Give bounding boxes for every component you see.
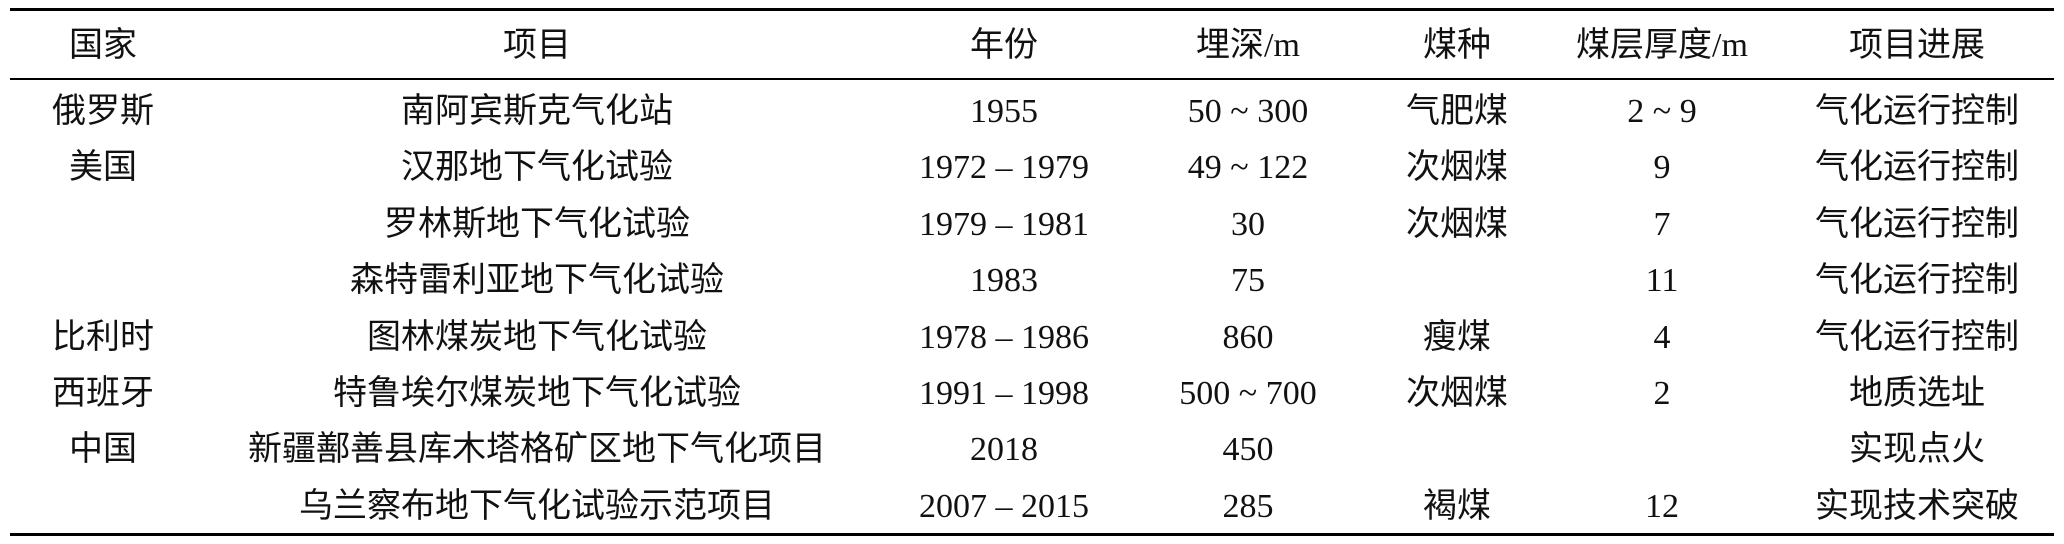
table-cell: 50 ~ 300 — [1187, 93, 1309, 130]
table-cell: 1991 – 1998 — [919, 375, 1089, 412]
table-cell: 75 — [1231, 262, 1265, 300]
table-cell: 西班牙 — [52, 375, 154, 412]
table-cell: 乌兰察布地下气化试验示范项目 — [299, 487, 775, 525]
table-cell: 森特雷利亚地下气化试验 — [350, 262, 724, 300]
header-cell: 年份 — [970, 27, 1038, 64]
table-cell: 12 — [1645, 487, 1679, 525]
table-cell: 11 — [1645, 262, 1679, 300]
header-cell: 埋深/m — [1196, 27, 1300, 64]
table-cell: 1979 – 1981 — [919, 205, 1089, 243]
table-cell: 450 — [1222, 431, 1274, 469]
header-cell: 项目 — [503, 27, 571, 64]
table-cell: 气化运行控制 — [1815, 318, 2019, 356]
table-cell: 500 ~ 700 — [1179, 375, 1317, 412]
table-cell: 次烟煤 — [1406, 149, 1508, 187]
table-cell: 地质选址 — [1849, 375, 1985, 412]
table-cell: 2007 – 2015 — [919, 487, 1089, 525]
table-cell: 次烟煤 — [1406, 375, 1508, 412]
table-cell: 7 — [1653, 205, 1671, 243]
table-cell: 褐煤 — [1423, 487, 1491, 525]
table-cell: 气化运行控制 — [1815, 205, 2019, 243]
table-cell: 2 ~ 9 — [1627, 93, 1697, 130]
table-cell: 次烟煤 — [1406, 205, 1508, 243]
table-cell: 1955 — [970, 93, 1038, 130]
table-cell: 图林煤炭地下气化试验 — [367, 318, 707, 356]
header-cell: 煤种 — [1423, 27, 1491, 64]
table-cell: 气化运行控制 — [1815, 262, 2019, 300]
table-cell: 2018 — [970, 431, 1038, 469]
table-cell: 气化运行控制 — [1815, 149, 2019, 187]
table-cell: 实现点火 — [1849, 431, 1985, 469]
table-cell: 4 — [1653, 318, 1671, 356]
table-cell: 气化运行控制 — [1815, 93, 2019, 130]
header-cell: 国家 — [69, 27, 137, 64]
bottom-rule — [10, 533, 2054, 536]
table-cell: 30 — [1231, 205, 1265, 243]
table-cell: 49 ~ 122 — [1187, 149, 1309, 187]
table-cell: 860 — [1222, 318, 1274, 356]
header-rule — [10, 78, 2054, 80]
table-cell: 气肥煤 — [1406, 93, 1508, 130]
table-cell: 罗林斯地下气化试验 — [384, 205, 690, 243]
header-cell: 项目进展 — [1849, 27, 1985, 64]
table-cell: 南阿宾斯克气化站 — [401, 93, 673, 130]
table-cell: 汉那地下气化试验 — [401, 149, 673, 187]
header-cell: 煤层厚度/m — [1576, 27, 1748, 64]
table-cell: 比利时 — [52, 318, 154, 356]
table-cell: 中国 — [69, 431, 137, 469]
table-cell: 1972 – 1979 — [919, 149, 1089, 187]
table-cell: 特鲁埃尔煤炭地下气化试验 — [333, 375, 741, 412]
table-cell: 2 — [1653, 375, 1671, 412]
table-cell: 美国 — [69, 149, 137, 187]
table-cell: 1983 — [970, 262, 1038, 300]
table-cell: 新疆鄯善县库木塔格矿区地下气化项目 — [248, 431, 826, 469]
table-cell: 285 — [1222, 487, 1274, 525]
top-rule — [10, 8, 2054, 11]
table-cell: 1978 – 1986 — [919, 318, 1089, 356]
table-cell: 瘦煤 — [1423, 318, 1491, 356]
table-cell: 俄罗斯 — [52, 93, 154, 130]
table-cell: 实现技术突破 — [1815, 487, 2019, 525]
table-cell: 9 — [1653, 149, 1671, 187]
